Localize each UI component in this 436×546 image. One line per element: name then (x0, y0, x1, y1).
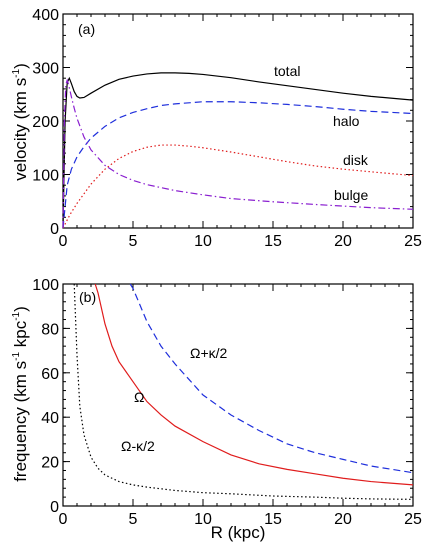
y-tick-label: 20 (41, 455, 59, 472)
y-tick-label: 0 (50, 499, 59, 516)
frequency-ticks: 0 5 10 15 20 25 0 20 40 60 80 100 (32, 277, 422, 528)
y-tick-label: 300 (32, 61, 59, 78)
x-tick-label: 5 (129, 233, 138, 250)
y-tick-label: 400 (32, 7, 59, 24)
panel-label-a: (a) (78, 21, 95, 37)
frequency-series-2-line (73, 283, 414, 500)
panel-label-b: (b) (79, 289, 96, 305)
frequency-axes-frame (62, 283, 414, 507)
frequency-curves (73, 283, 414, 500)
x-tick-label: 25 (404, 511, 422, 528)
halo-curve-label: halo (333, 113, 360, 129)
velocity-series-0-line (62, 72, 414, 229)
disk-curve-label: disk (343, 152, 369, 168)
velocity-axis-label: velocity (km s-1) (11, 63, 30, 181)
velocity-series-1-line (62, 101, 414, 229)
velocity-curves (62, 72, 414, 229)
bulge-curve-label: bulge (334, 187, 368, 203)
y-tick-label: 0 (50, 221, 59, 238)
x-axis-label: R (kpc) (211, 523, 266, 542)
frequency-panel: 0 5 10 15 20 25 0 20 40 60 80 100 (b) Ω+κ/2 Ω Ω-κ/2… (11, 277, 422, 542)
frequency-series-0-line (94, 283, 414, 486)
omega-plus-curve-label: Ω+κ/2 (190, 345, 228, 361)
omega-minus-curve-label: Ω-κ/2 (121, 438, 155, 454)
velocity-series-3-line (62, 78, 414, 229)
y-tick-label: 40 (41, 410, 59, 427)
y-tick-label: 200 (32, 114, 59, 131)
y-tick-label: 100 (32, 277, 59, 294)
velocity-ticks: 0 5 10 15 20 25 0 100 200 300 400 (32, 7, 422, 250)
y-tick-label: 100 (32, 168, 59, 185)
velocity-panel: 0 5 10 15 20 25 0 100 200 300 400 (a) total halo d… (11, 7, 422, 250)
velocity-series-2-line (62, 144, 414, 229)
x-tick-label: 20 (334, 233, 352, 250)
x-tick-label: 10 (194, 233, 212, 250)
frequency-series-1-line (129, 283, 414, 474)
x-tick-label: 5 (129, 511, 138, 528)
x-tick-label: 15 (264, 511, 282, 528)
frequency-axis-label: frequency (km s-1 kpc-1) (11, 306, 30, 482)
omega-curve-label: Ω (134, 389, 144, 405)
x-tick-label: 15 (264, 233, 282, 250)
x-tick-label: 25 (404, 233, 422, 250)
x-tick-label: 10 (194, 511, 212, 528)
total-curve-label: total (274, 63, 300, 79)
x-tick-label: 0 (59, 233, 68, 250)
y-tick-label: 80 (41, 321, 59, 338)
x-tick-label: 20 (334, 511, 352, 528)
x-tick-label: 0 (59, 511, 68, 528)
y-tick-label: 60 (41, 366, 59, 383)
